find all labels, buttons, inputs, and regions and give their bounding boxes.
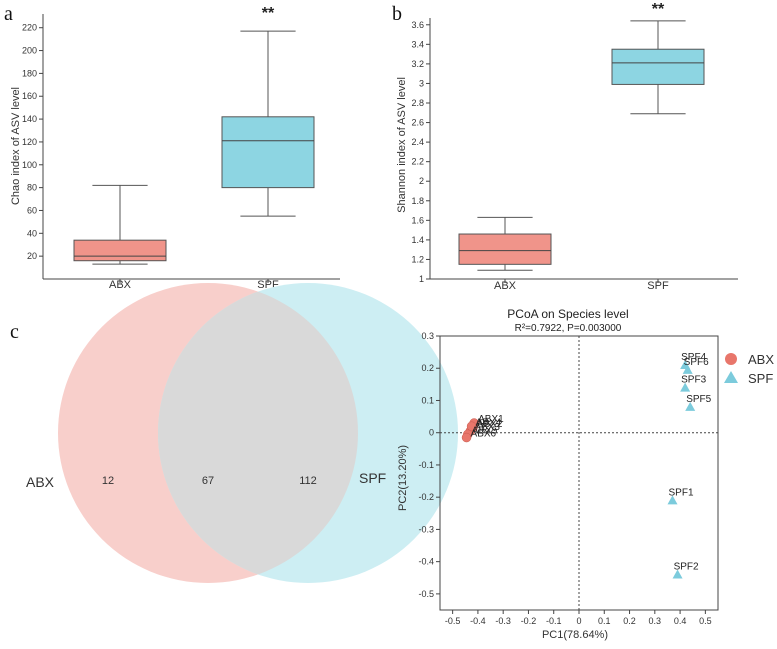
x-tick-label: -0.5 [445, 616, 461, 626]
y-tick-label: 0.2 [421, 363, 434, 373]
y-tick-label: -0.5 [418, 589, 434, 599]
y-tick-label: 100 [22, 160, 37, 170]
x-tick-label: -0.3 [495, 616, 511, 626]
chao-ylabel: Chao index of ASV level [10, 87, 22, 205]
shannon-category-abx: ABX [494, 280, 517, 292]
venn-diagram [58, 283, 458, 583]
abx5-label: ABX5 [472, 425, 498, 436]
y-tick-label: -0.1 [418, 460, 434, 470]
pcoa-ylabel: PC2(13.20%) [397, 445, 409, 511]
spf-box [221, 116, 315, 189]
abx1-label: ABX1 [478, 414, 504, 425]
y-tick-label: 40 [27, 228, 37, 238]
y-tick-label: -0.4 [418, 557, 434, 567]
abx2-label: ABX2 [477, 419, 503, 430]
y-tick-label: 2.6 [411, 118, 424, 128]
y-tick-label: 0 [429, 428, 434, 438]
y-tick-label: 160 [22, 91, 37, 101]
y-tick-label: 20 [27, 251, 37, 261]
pcoa-subtitle: R²=0.7922, P=0.003000 [515, 323, 622, 334]
venn-count-shared: 67 [202, 475, 214, 487]
y-tick-label: 3.4 [411, 39, 424, 49]
y-tick-label: 0.1 [421, 395, 434, 405]
y-tick-label: 3.2 [411, 59, 424, 69]
legend-abx-label: ABX [748, 352, 774, 367]
y-tick-label: 2 [419, 176, 424, 186]
panel-letter-b: b [392, 3, 402, 25]
pcoa-title: PCoA on Species level [507, 307, 628, 321]
y-tick-label: 1.6 [411, 215, 424, 225]
y-tick-label: 220 [22, 23, 37, 33]
shannon-boxplot: 1 1.2 1.4 1.6 1.8 2 2.2 2.4 2.6 2.8 3 3.2 3.4 3.6 [411, 18, 738, 284]
y-tick-label: 2.2 [411, 157, 424, 167]
y-tick-label: 0.3 [421, 331, 434, 341]
x-tick-label: 0.2 [623, 616, 636, 626]
venn-label-spf: SPF [359, 470, 386, 486]
chao-category-abx: ABX [109, 279, 132, 291]
shannon-ylabel: Shannon index of ASV level [396, 77, 408, 213]
x-tick-label: 0.3 [649, 616, 662, 626]
y-tick-label: 140 [22, 114, 37, 124]
legend-spf-marker [724, 371, 738, 383]
y-tick-label: 1.8 [411, 196, 424, 206]
chao-boxplot: 20 40 60 80 100 120 140 160 180 200 220 [22, 14, 340, 283]
pcoa-scatter: -0.5 -0.4 -0.3 -0.2 -0.1 0 0.1 0.2 0.3 0.4 0.5 0.3 0… [418, 331, 719, 626]
x-tick-label: 0.1 [598, 616, 611, 626]
spf5-label: SPF5 [686, 394, 711, 405]
shannon-significance: ** [652, 1, 665, 18]
y-tick-label: 2.8 [411, 98, 424, 108]
spf6-label: SPF6 [684, 357, 709, 368]
x-tick-label: -0.1 [546, 616, 562, 626]
panel-letter-a: a [4, 3, 13, 25]
y-tick-label: 60 [27, 205, 37, 215]
spf1-label: SPF1 [669, 487, 694, 498]
y-tick-label: 200 [22, 46, 37, 56]
x-tick-label: 0.5 [699, 616, 712, 626]
abx4-label: ABX4 [476, 417, 502, 428]
spf5-point [685, 401, 696, 411]
x-tick-label: 0.4 [674, 616, 687, 626]
spf4-label: SPF4 [681, 352, 706, 363]
y-tick-label: 3.6 [411, 20, 424, 30]
spf-box [611, 48, 705, 85]
venn-label-abx: ABX [26, 474, 55, 490]
y-tick-label: 120 [22, 137, 37, 147]
abx3-label: ABX3 [474, 422, 500, 433]
y-tick-label: 1 [419, 274, 424, 284]
chao-significance: ** [262, 5, 275, 22]
x-tick-label: 0 [576, 616, 581, 626]
spf2-label: SPF2 [674, 562, 699, 573]
spf2-point [672, 569, 683, 579]
y-tick-label: -0.2 [418, 492, 434, 502]
y-tick-label: 80 [27, 183, 37, 193]
venn-count-abx: 12 [102, 475, 114, 487]
legend-spf-label: SPF [748, 371, 773, 386]
abx-box [73, 239, 167, 262]
spf1-point [667, 495, 678, 505]
spf3-label: SPF3 [681, 375, 706, 386]
abx6-label: ABX6 [471, 429, 497, 440]
y-tick-label: 180 [22, 68, 37, 78]
abx4-point [466, 421, 477, 432]
panel-letter-c: c [10, 321, 19, 343]
x-tick-label: -0.4 [470, 616, 486, 626]
x-tick-label: -0.2 [521, 616, 537, 626]
y-tick-label: 3 [419, 78, 424, 88]
y-tick-label: 1.4 [411, 235, 424, 245]
y-tick-label: 1.2 [411, 254, 424, 264]
spf3-point [680, 382, 691, 392]
y-tick-label: 2.4 [411, 137, 424, 147]
shannon-category-spf: SPF [647, 280, 669, 292]
venn-overlap [158, 283, 358, 583]
spf6-point [682, 364, 693, 374]
legend-abx-marker [725, 353, 737, 365]
abx-box [458, 233, 552, 265]
y-tick-label: -0.3 [418, 524, 434, 534]
pcoa-xlabel: PC1(78.64%) [542, 629, 608, 641]
abx6-point [461, 432, 472, 443]
venn-count-spf: 112 [299, 475, 317, 487]
